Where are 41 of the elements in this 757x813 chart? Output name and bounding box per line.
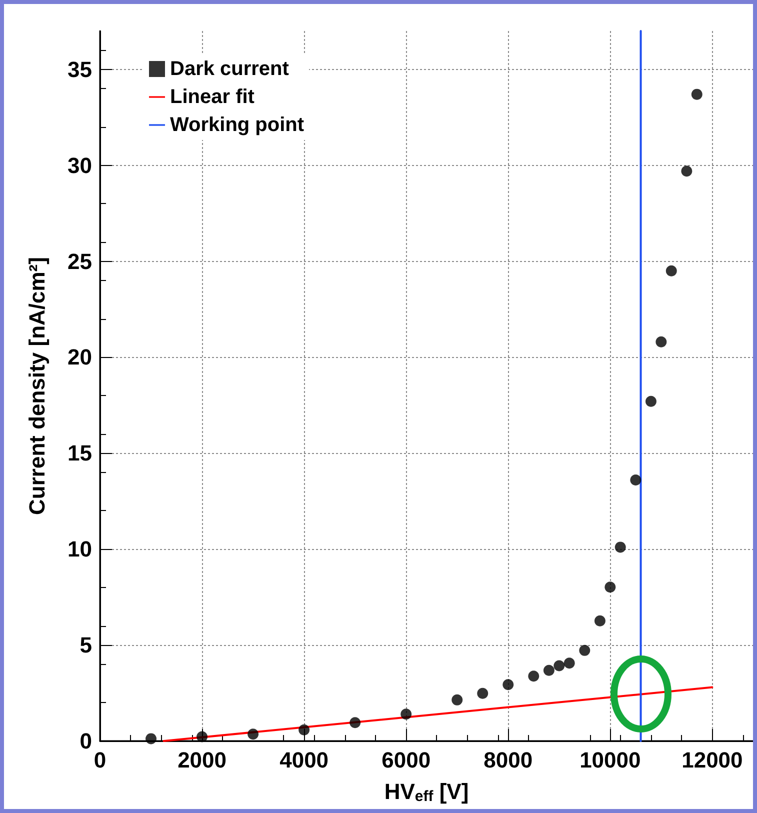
point — [350, 717, 361, 728]
point — [630, 474, 642, 486]
point — [656, 336, 667, 348]
y-tick-label: 35 — [68, 56, 92, 82]
point — [400, 708, 412, 720]
point — [298, 724, 310, 736]
point — [477, 688, 488, 699]
y-tick-label: 10 — [68, 536, 92, 562]
point — [691, 88, 702, 100]
legend-label: Dark current — [170, 58, 290, 80]
x-tick-label: 4000 — [280, 748, 329, 772]
x-tick-label: 10000 — [580, 748, 641, 772]
y-tick-label: 25 — [68, 248, 92, 274]
point — [666, 265, 677, 276]
point — [248, 728, 259, 740]
y-tick-label: 30 — [68, 152, 92, 178]
legend-label: Linear fit — [170, 86, 255, 108]
point — [528, 670, 540, 682]
point — [146, 733, 157, 744]
y-tick-label: 15 — [68, 440, 92, 466]
point — [579, 644, 590, 656]
point — [564, 658, 575, 669]
y-tick-label: 20 — [68, 344, 92, 370]
x-tick-label: 2000 — [178, 748, 227, 772]
x-tick-label: 6000 — [382, 748, 431, 772]
point — [196, 731, 208, 742]
legend-label: Working point — [170, 114, 304, 136]
x-tick-label: 8000 — [484, 748, 533, 772]
point — [681, 166, 692, 177]
point — [452, 694, 463, 706]
point — [645, 396, 656, 407]
y-tick-label: 0 — [80, 728, 92, 754]
point — [614, 542, 626, 553]
point — [543, 664, 554, 676]
point — [604, 582, 616, 593]
y-tick-label: 5 — [80, 632, 92, 658]
point — [554, 660, 565, 672]
x-tick-label: 12000 — [682, 748, 743, 772]
point — [502, 679, 514, 690]
point — [594, 615, 606, 626]
y-axis-title: Current density [nA/cm²] — [24, 257, 50, 515]
